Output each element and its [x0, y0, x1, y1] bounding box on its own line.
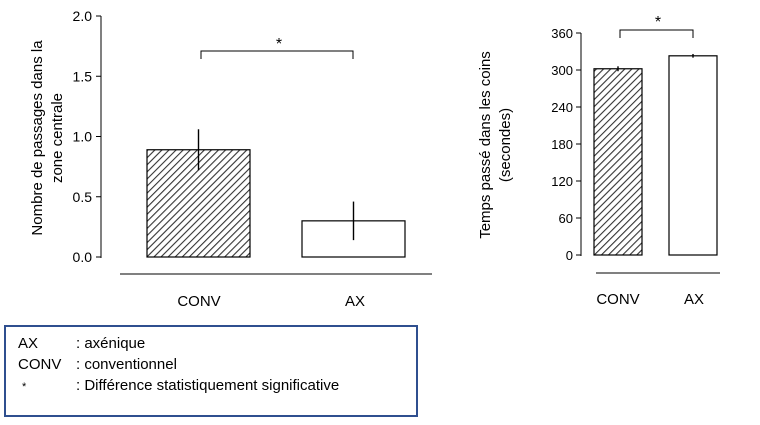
y-axis-label: Nombre de passages dans la zone centrale: [29, 40, 66, 236]
y-tick-label: 120: [551, 174, 573, 189]
bar-conv: [146, 149, 251, 258]
bar-conv: [593, 68, 643, 256]
y-axis-label: Temps passé dans les coins (secondes): [477, 51, 514, 239]
legend-row-conv: CONV : conventionnel: [18, 356, 177, 373]
legend-text: : Différence statistiquement significati…: [76, 377, 340, 394]
legend-row-ax: AX : axénique: [18, 335, 145, 352]
significance-star: *: [276, 36, 282, 53]
bar-ax: [668, 55, 718, 256]
y-tick-label: 0: [566, 248, 573, 263]
legend-text: : conventionnel: [76, 356, 177, 373]
y-axis-label-line-2: zone centrale: [49, 93, 66, 183]
legend-box: AX : axénique CONV : conventionnel * : Diff…: [4, 325, 418, 417]
significance-star: *: [655, 14, 661, 31]
y-tick-label: 180: [551, 137, 573, 152]
legend-key: AX: [18, 335, 39, 352]
x-tick-label-conv: CONV: [596, 291, 639, 308]
significance-bracket: *: [619, 14, 694, 38]
legend-key: *: [22, 381, 27, 393]
legend-key: CONV: [18, 356, 62, 373]
y-tick-label: 0.5: [73, 189, 93, 205]
y-tick-label: 360: [551, 26, 573, 41]
y-axis-label-line-1: Temps passé dans les coins: [477, 51, 494, 239]
y-tick-label: 0.0: [73, 249, 93, 265]
y-tick-label: 1.5: [73, 68, 93, 84]
chart-passages-zone-centrale: Nombre de passages dans la zone centrale…: [29, 8, 432, 310]
significance-bracket: *: [200, 36, 354, 59]
bracket-line: [200, 50, 354, 59]
y-axis-label-line-1: Nombre de passages dans la: [29, 40, 46, 236]
y-tick-label: 300: [551, 63, 573, 78]
y-axis-label-line-2: (secondes): [497, 108, 514, 182]
x-tick-label-ax: AX: [684, 291, 704, 308]
y-tick-label: 2.0: [73, 8, 93, 24]
bracket-line: [619, 29, 694, 38]
chart-temps-coins: Temps passé dans les coins (secondes) 0 6…: [477, 14, 720, 308]
y-tick-label: 240: [551, 100, 573, 115]
x-tick-label-ax: AX: [345, 293, 365, 310]
y-tick-label: 60: [559, 211, 573, 226]
x-tick-label-conv: CONV: [177, 293, 220, 310]
legend-row-star: * : Différence statistiquement significat…: [18, 377, 339, 394]
y-tick-label: 1.0: [73, 129, 93, 145]
legend-text: : axénique: [76, 335, 146, 352]
